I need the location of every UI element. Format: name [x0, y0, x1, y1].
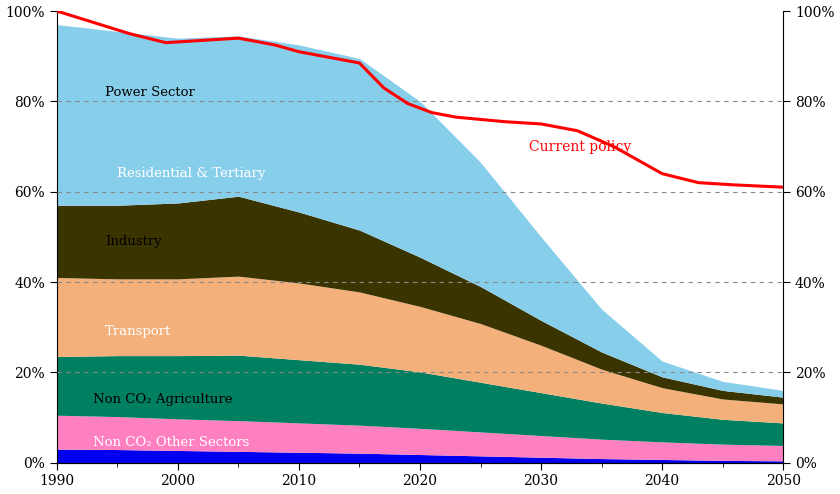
Text: Current policy: Current policy	[529, 139, 631, 154]
Text: Transport: Transport	[105, 325, 171, 338]
Text: Power Sector: Power Sector	[105, 86, 195, 99]
Text: Non CO₂ Other Sectors: Non CO₂ Other Sectors	[93, 436, 249, 449]
Text: Industry: Industry	[105, 235, 162, 248]
Text: Residential & Tertiary: Residential & Tertiary	[118, 167, 266, 180]
Text: Non CO₂ Agriculture: Non CO₂ Agriculture	[93, 393, 233, 406]
